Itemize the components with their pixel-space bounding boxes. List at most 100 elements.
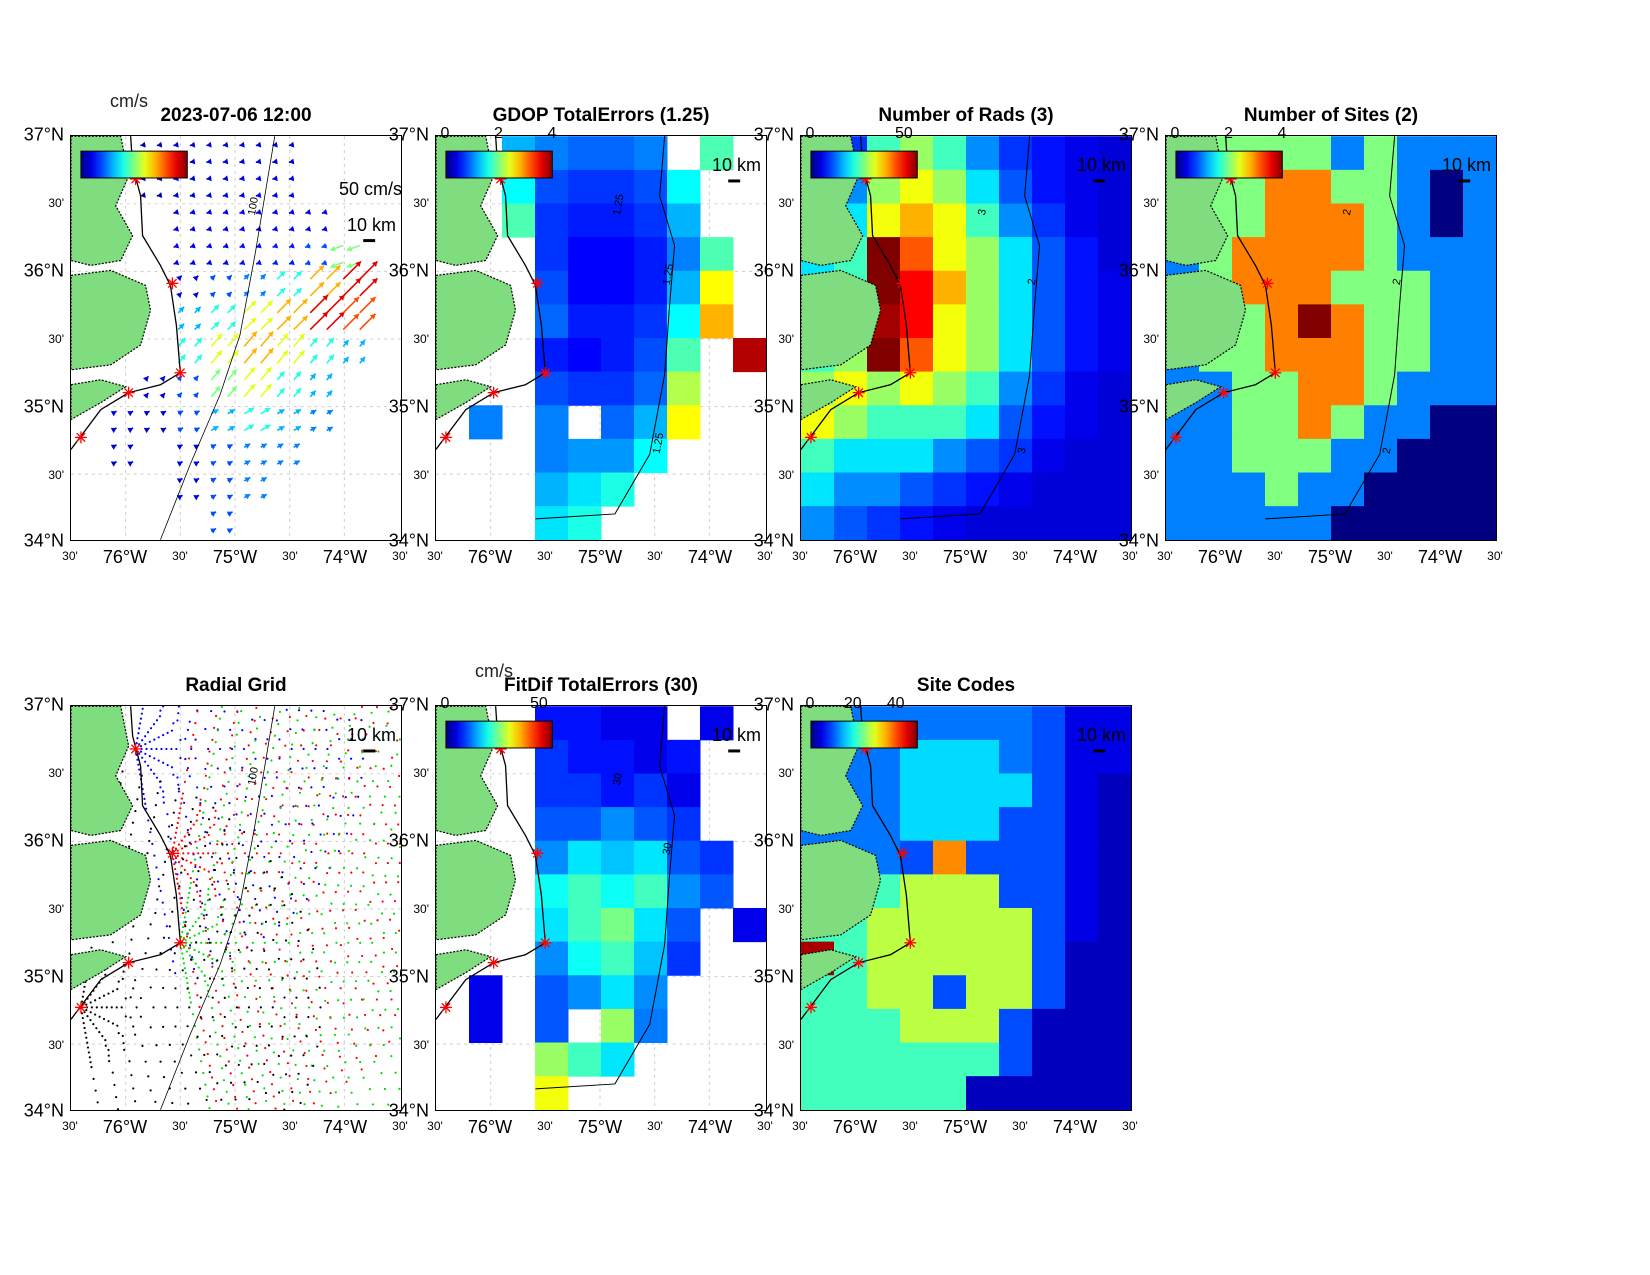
heatmap-cell	[1298, 203, 1332, 238]
heatmap-cell	[867, 1076, 901, 1110]
radial-grid-point	[281, 900, 284, 903]
radial-grid-point	[366, 1028, 369, 1032]
radial-grid-point	[197, 852, 200, 855]
radial-grid-point	[342, 902, 345, 906]
radial-grid-point	[251, 718, 254, 721]
radial-grid-point	[265, 833, 269, 836]
land	[436, 949, 493, 991]
radial-grid-point	[319, 1040, 322, 1043]
radial-grid-point	[174, 987, 177, 990]
radial-grid-point	[236, 895, 239, 899]
radial-grid-point	[299, 1040, 302, 1043]
radial-grid-point	[221, 1034, 224, 1038]
radial-grid-point	[181, 847, 184, 850]
y-tick-label: 30'	[413, 332, 429, 346]
radial-grid-point	[369, 767, 372, 770]
radial-grid-point	[223, 710, 226, 713]
current-vector	[288, 209, 295, 215]
heatmap-cell	[601, 438, 635, 474]
radial-grid-point	[329, 909, 332, 912]
heatmap-cell	[568, 438, 602, 474]
heatmap-cell	[1265, 304, 1299, 339]
radial-grid-point	[385, 724, 388, 727]
radial-grid-point	[303, 861, 306, 865]
radial-grid-point	[329, 1017, 332, 1020]
radial-grid-point	[85, 1008, 88, 1012]
radial-grid-point	[209, 950, 212, 953]
heatmap-cell	[801, 472, 835, 507]
current-vector	[176, 494, 183, 501]
radial-grid-point	[358, 960, 361, 964]
radial-grid-point	[345, 832, 349, 835]
heatmap-cell	[900, 807, 934, 842]
radial-grid-point	[310, 850, 313, 854]
radial-grid-point	[294, 731, 297, 735]
radial-grid-point	[253, 847, 256, 850]
radial-grid-point	[394, 1014, 397, 1017]
radial-grid-point	[265, 1059, 269, 1062]
radar-site-marker	[896, 277, 909, 290]
heatmap-cell	[966, 1008, 1000, 1044]
radial-grid-point	[350, 1091, 353, 1094]
current-vector	[227, 321, 237, 331]
x-tick-label: 30'	[1012, 1119, 1028, 1133]
radial-grid-point	[277, 1054, 280, 1058]
heatmap-cell	[1430, 506, 1464, 540]
radial-grid-point	[296, 944, 300, 947]
heatmap-cell	[933, 136, 967, 171]
heatmap-cell	[1331, 371, 1365, 406]
radial-grid-point	[230, 967, 234, 970]
radar-site-marker	[531, 277, 544, 290]
radial-grid-point	[149, 1026, 152, 1029]
radial-grid-point	[217, 915, 220, 919]
land	[436, 839, 517, 941]
y-tick-label: 30'	[48, 1038, 64, 1052]
radial-grid-point	[227, 995, 230, 998]
radial-grid-point	[311, 951, 314, 954]
radial-grid-point	[315, 865, 318, 869]
radial-grid-point	[320, 970, 323, 973]
x-tick-label: 30'	[792, 1119, 808, 1133]
radial-grid-point	[235, 733, 238, 736]
current-vector	[260, 493, 268, 500]
radial-grid-point	[185, 845, 188, 848]
radial-grid-point	[86, 1015, 89, 1018]
radial-grid-point	[277, 723, 280, 726]
radial-grid-point	[236, 1107, 239, 1110]
radial-grid-point	[193, 934, 196, 937]
radial-grid-point	[396, 1008, 400, 1011]
radial-grid-point	[249, 961, 252, 964]
radial-grid-point	[182, 858, 185, 861]
radial-grid-point	[198, 1005, 201, 1009]
radial-grid-point	[224, 932, 227, 935]
radial-grid-point	[248, 1098, 251, 1101]
heatmap-cell	[535, 338, 569, 373]
heatmap-cell	[1265, 506, 1299, 540]
radial-grid-point	[398, 774, 401, 778]
radial-grid-point	[358, 922, 361, 925]
radial-grid-point	[364, 856, 367, 859]
radial-grid-point	[240, 811, 243, 814]
radial-grid-point	[246, 814, 250, 817]
radial-grid-point	[211, 876, 214, 879]
radar-site-marker	[74, 431, 87, 444]
radial-grid-point	[223, 829, 226, 832]
radial-grid-point	[289, 839, 292, 843]
radial-grid-point	[132, 1087, 135, 1090]
heatmap-cell	[1331, 338, 1365, 373]
radial-grid-point	[220, 1098, 223, 1101]
radar-site-marker	[1269, 366, 1282, 379]
current-vector	[159, 375, 166, 382]
heatmap-cell	[1199, 438, 1233, 474]
radial-grid-point	[288, 1074, 291, 1077]
radial-grid-point	[305, 714, 308, 718]
radial-grid-point	[153, 854, 156, 857]
radial-grid-point	[361, 751, 364, 754]
radial-grid-point	[317, 804, 320, 807]
radial-grid-point	[177, 860, 181, 864]
radial-grid-point	[206, 984, 209, 987]
radial-grid-point	[174, 799, 177, 802]
x-tick-label: 30'	[172, 549, 188, 563]
heatmap-cell	[1032, 706, 1066, 741]
heatmap-cell	[601, 169, 635, 204]
